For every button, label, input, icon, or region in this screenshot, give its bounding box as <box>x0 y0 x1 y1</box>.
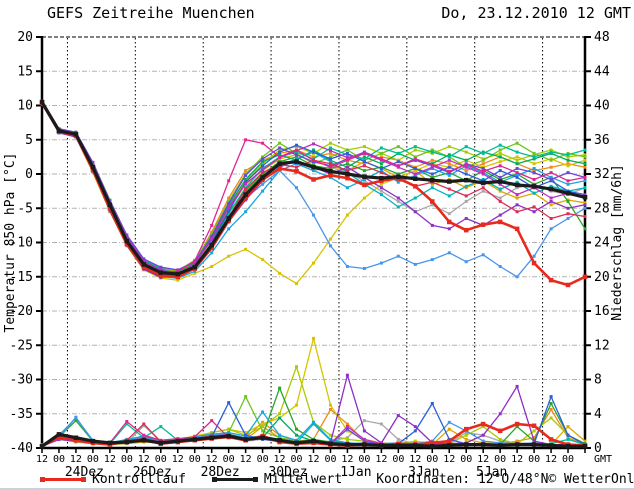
svg-text:12: 12 <box>307 454 319 465</box>
legend-control-label: Kontrolllauf <box>92 471 186 487</box>
svg-text:5Jan: 5Jan <box>476 465 507 480</box>
mean-line-sample <box>211 476 258 482</box>
svg-text:00: 00 <box>426 454 438 465</box>
svg-text:24: 24 <box>594 236 610 251</box>
svg-text:00: 00 <box>528 454 540 465</box>
svg-text:00: 00 <box>257 454 269 465</box>
svg-text:00: 00 <box>53 454 65 465</box>
coordinates-label: Koordinaten: 12°O/48°N <box>376 471 549 487</box>
svg-text:16: 16 <box>594 304 610 319</box>
svg-text:12: 12 <box>274 454 286 465</box>
control-line-sample <box>40 476 86 482</box>
chart-title: GEFS Zeitreihe Muenchen <box>47 4 255 22</box>
svg-text:12: 12 <box>138 454 150 465</box>
svg-text:-15: -15 <box>10 270 33 285</box>
svg-text:12: 12 <box>341 454 353 465</box>
svg-text:10: 10 <box>17 99 33 114</box>
svg-text:12: 12 <box>545 454 557 465</box>
svg-text:12: 12 <box>104 454 116 465</box>
svg-text:00: 00 <box>562 454 574 465</box>
temperature-axis-labels: -40 -35 -30 -25 -20 -15 -10 -5 0 5 10 15 20 <box>10 30 42 456</box>
svg-text:26Dez: 26Dez <box>133 465 172 480</box>
chart-legend: Kontrolllauf Mittelwert Koordinaten: 12°… <box>40 471 634 487</box>
svg-text:-35: -35 <box>10 407 33 422</box>
svg-text:12: 12 <box>172 454 184 465</box>
svg-text:12: 12 <box>36 454 48 465</box>
svg-text:5: 5 <box>25 133 33 148</box>
legend-mean: Mittelwert <box>211 471 343 487</box>
svg-text:00: 00 <box>189 454 201 465</box>
svg-text:00: 00 <box>494 454 506 465</box>
run-datetime: Do, 23.12.2010 12 GMT <box>441 4 631 22</box>
legend-mean-label: Mittelwert <box>263 471 343 487</box>
svg-text:-20: -20 <box>10 304 33 319</box>
time-axis-labels: 12 00 12 00 12 00 12 00 12 00 12 00 12 00 12 00 12 00 12 00… <box>36 448 612 480</box>
svg-text:00: 00 <box>155 454 167 465</box>
svg-text:-5: -5 <box>17 201 33 216</box>
svg-text:48: 48 <box>594 30 610 45</box>
precipitation-axis-title: Niederschlag [mm/6h] <box>610 164 625 321</box>
svg-text:00: 00 <box>324 454 336 465</box>
series-mittelwert <box>39 99 588 449</box>
svg-text:44: 44 <box>594 64 610 79</box>
svg-text:30Dez: 30Dez <box>268 465 307 480</box>
svg-text:00: 00 <box>460 454 472 465</box>
svg-text:00: 00 <box>392 454 404 465</box>
svg-text:36: 36 <box>594 133 610 148</box>
svg-text:0: 0 <box>594 441 602 456</box>
svg-text:8: 8 <box>594 373 602 388</box>
svg-text:00: 00 <box>291 454 303 465</box>
ensemble-series <box>39 99 588 449</box>
svg-text:12: 12 <box>594 338 610 353</box>
svg-text:24Dez: 24Dez <box>65 465 104 480</box>
svg-text:3Jan: 3Jan <box>408 465 439 480</box>
svg-text:12: 12 <box>375 454 387 465</box>
horizontal-gridlines <box>42 70 585 415</box>
window-bottom-edge <box>0 488 634 490</box>
svg-text:GMT: GMT <box>594 454 612 465</box>
svg-text:00: 00 <box>358 454 370 465</box>
temperature-axis-title: Temperatur 850 hPa [°C] <box>3 152 18 332</box>
copyright-label: © WetterOnline <box>548 471 634 487</box>
svg-text:28Dez: 28Dez <box>201 465 240 480</box>
svg-text:4: 4 <box>594 407 602 422</box>
svg-text:00: 00 <box>223 454 235 465</box>
svg-text:-30: -30 <box>10 373 33 388</box>
svg-text:12: 12 <box>206 454 218 465</box>
svg-text:20: 20 <box>17 30 33 45</box>
svg-text:12: 12 <box>409 454 421 465</box>
svg-text:0: 0 <box>25 167 33 182</box>
svg-text:40: 40 <box>594 99 610 114</box>
svg-text:-25: -25 <box>10 338 33 353</box>
svg-text:32: 32 <box>594 167 610 182</box>
legend-control: Kontrolllauf <box>40 472 186 487</box>
svg-text:12: 12 <box>511 454 523 465</box>
svg-text:12: 12 <box>443 454 455 465</box>
svg-text:12: 12 <box>240 454 252 465</box>
svg-text:-10: -10 <box>10 236 33 251</box>
svg-text:-40: -40 <box>10 441 33 456</box>
svg-text:20: 20 <box>594 270 610 285</box>
svg-text:00: 00 <box>121 454 133 465</box>
svg-text:28: 28 <box>594 201 610 216</box>
svg-text:15: 15 <box>17 64 33 79</box>
series-member-13 <box>40 101 587 447</box>
svg-text:12: 12 <box>70 454 82 465</box>
svg-text:00: 00 <box>87 454 99 465</box>
svg-text:12: 12 <box>477 454 489 465</box>
svg-text:1Jan: 1Jan <box>340 465 371 480</box>
